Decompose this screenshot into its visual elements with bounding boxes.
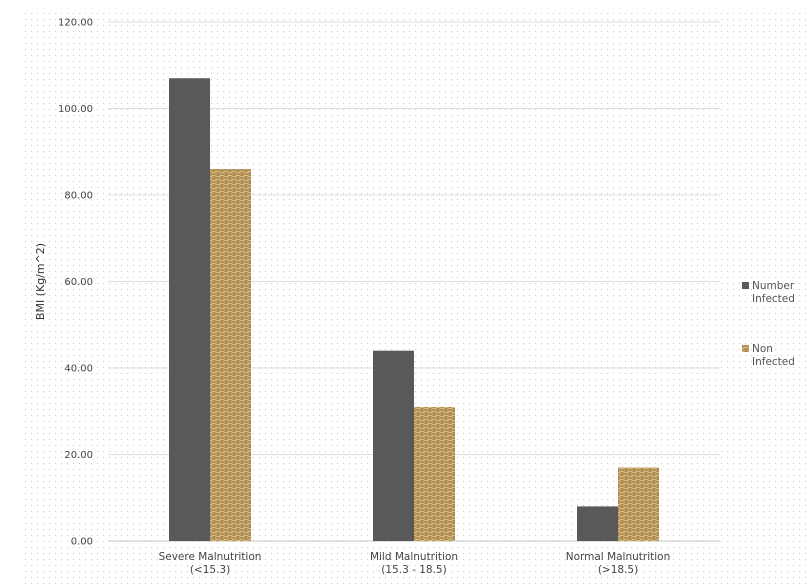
bar-number-infected — [373, 350, 414, 541]
bar-non-infected — [210, 169, 251, 542]
x-category-label: (>18.5) — [598, 564, 638, 576]
bar-number-infected — [169, 78, 210, 541]
y-tick-label: 80.00 — [64, 191, 93, 202]
y-tick-label: 120.00 — [58, 18, 93, 29]
bar-non-infected — [414, 406, 455, 541]
legend-label: Number — [752, 280, 795, 292]
y-axis-ticks: 0.00 20.00 40.00 60.00 80.00 100.00 120.00 — [58, 18, 93, 548]
bars — [169, 78, 659, 542]
legend-label: Infected — [752, 293, 795, 305]
y-tick-label: 60.00 — [64, 277, 93, 288]
x-axis-labels: Severe Malnutrition(<15.3) Mild Malnutrit… — [159, 551, 671, 576]
x-category-label: Mild Malnutrition — [370, 551, 458, 563]
x-category-label: (<15.3) — [190, 564, 230, 576]
bar-non-infected — [618, 467, 659, 541]
legend-swatch-number-infected — [742, 282, 749, 289]
legend-swatch-non-infected — [742, 345, 749, 352]
legend-label: Non — [752, 343, 773, 355]
bar-number-infected — [577, 506, 618, 541]
y-tick-label: 0.00 — [71, 537, 93, 548]
y-tick-label: 100.00 — [58, 104, 93, 115]
legend-label: Infected — [752, 356, 795, 368]
x-category-label: (15.3 - 18.5) — [381, 564, 446, 576]
y-tick-label: 20.00 — [64, 450, 93, 461]
y-axis-title: BMI (Kg/m^2) — [34, 243, 47, 320]
y-tick-label: 40.00 — [64, 364, 93, 375]
x-category-label: Normal Malnutrition — [566, 551, 671, 563]
x-category-label: Severe Malnutrition — [159, 551, 262, 563]
